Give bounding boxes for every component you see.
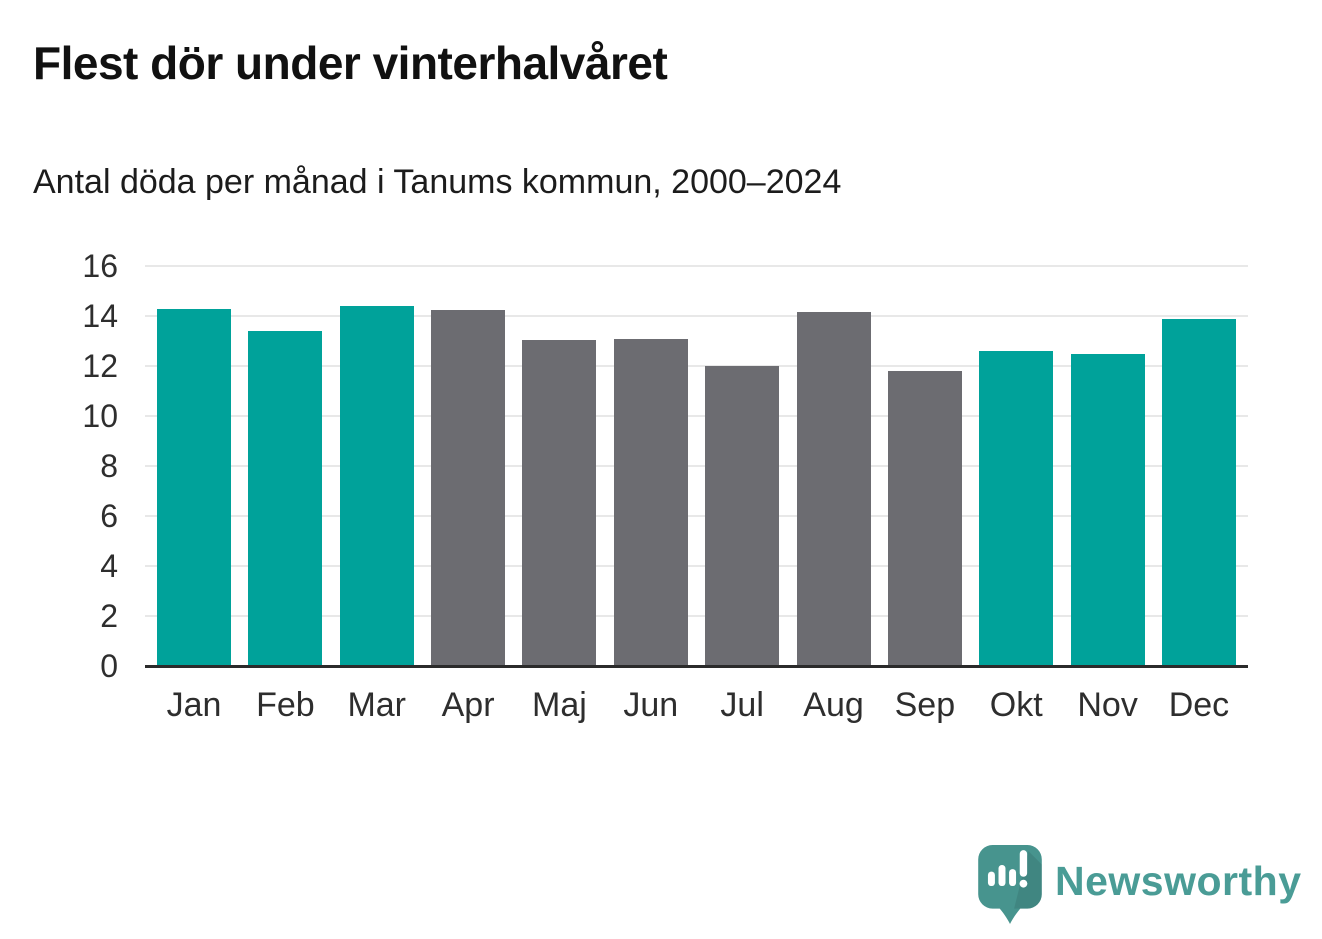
bubble-shade [1014,851,1042,909]
newsworthy-logo: Newsworthy [978,845,1302,925]
gridline-y-12 [145,365,1248,367]
x-tick-label-dec: Dec [1168,686,1230,724]
x-tick-label-jul: Jul [720,686,764,724]
bar-nov [1070,353,1145,666]
bar-sep [887,371,962,666]
x-tick-label-maj: Maj [532,686,587,724]
y-tick-label-8: 8 [100,448,118,484]
x-tick-label-nov: Nov [1077,686,1138,724]
gridline-y-8 [145,465,1248,467]
bar-mar [339,306,414,666]
newsworthy-logo-text: Newsworthy [1055,857,1302,904]
bar-maj [522,339,597,666]
y-tick-label-10: 10 [82,398,118,434]
bar-dec [1161,318,1236,666]
chart-title: Flest dör under vinterhalvåret [33,37,668,89]
bar-jul [705,366,780,666]
bar-apr [431,309,506,666]
y-tick-label-6: 6 [100,498,118,534]
gridline-y-14 [145,315,1248,317]
bar-jan [157,308,231,666]
gridline-y-2 [145,615,1248,617]
plot-area: 0 2 4 6 8 10 12 14 16 [82,248,1248,684]
x-tick-label-jan: Jan [166,686,222,724]
gridline-y-10 [145,415,1248,417]
y-tick-label-4: 4 [100,548,118,584]
gridline-y-16 [145,265,1248,267]
y-tick-label-2: 2 [100,598,118,634]
x-tick-label-jun: Jun [623,686,679,724]
x-tick-label-okt: Okt [989,686,1043,724]
bar-feb [248,331,323,666]
gridline-y-6 [145,515,1248,517]
chart-subtitle: Antal döda per månad i Tanums kommun, 20… [33,163,842,201]
bars-row [145,266,1248,666]
bar-aug [796,312,871,666]
x-tick-label-aug: Aug [803,686,864,724]
bar-okt [979,351,1054,666]
y-tick-label-16: 16 [82,248,118,284]
x-tick-label-feb: Feb [256,686,315,724]
y-tick-label-12: 12 [82,348,118,384]
y-tick-label-14: 14 [82,298,118,334]
x-tick-label-mar: Mar [347,686,406,724]
bar-jun [613,338,688,666]
x-tick-label-apr: Apr [441,686,495,724]
gridline-y-4 [145,565,1248,567]
newsworthy-speech-bubble-chart-icon [978,845,1042,924]
y-tick-label-0: 0 [100,648,118,684]
x-axis-labels: Jan Feb Mar Apr Maj Jun Jul Aug Sep Okt Nov Dec [145,686,1248,725]
x-axis-line [145,665,1248,668]
x-tick-label-sep: Sep [894,686,956,724]
